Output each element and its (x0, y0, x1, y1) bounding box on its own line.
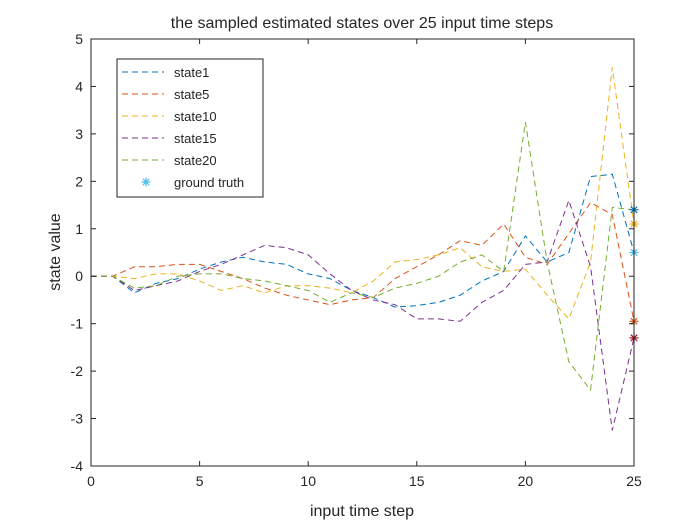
series-line-state10 (91, 67, 635, 320)
legend-swatch-ground-truth (141, 177, 151, 187)
legend-label: state20 (174, 153, 217, 168)
x-axis-title: input time step (310, 503, 414, 520)
legend: state1 state5 state10 state15 state20 ground … (116, 58, 264, 198)
x-tick-label: 5 (196, 473, 204, 489)
x-tick-label: 0 (87, 473, 95, 489)
legend-label: state15 (174, 131, 217, 146)
legend-label: ground truth (174, 175, 244, 190)
legend-label: state5 (174, 87, 209, 102)
y-tick-label: 2 (75, 173, 83, 189)
y-tick-label: -2 (71, 363, 84, 379)
chart-title: the sampled estimated states over 25 inp… (171, 15, 553, 32)
series-line-state20 (91, 121, 635, 392)
y-tick-label: -3 (71, 411, 84, 427)
series-line-state5 (91, 202, 635, 322)
y-tick-label: 1 (75, 221, 83, 237)
y-tick-label: 3 (75, 126, 83, 142)
y-axis-title: state value (47, 213, 64, 290)
series-line-state1 (91, 173, 635, 308)
y-tick-label: 0 (75, 268, 83, 284)
series-layer (91, 67, 635, 431)
x-tick-label: 25 (626, 473, 642, 489)
x-tick-label: 20 (518, 473, 534, 489)
x-tick-label: 15 (409, 473, 425, 489)
x-tick-label: 10 (300, 473, 316, 489)
legend-box (116, 58, 264, 198)
legend-label: state10 (174, 109, 217, 124)
y-tick-label: 5 (75, 31, 83, 47)
y-tick-label: -4 (71, 458, 84, 474)
axes: 0 5 10 15 20 25 -4 -3 -2 -1 0 1 2 3 4 5 (71, 31, 642, 489)
legend-label: state1 (174, 65, 209, 80)
asterisk-stroke (142, 178, 150, 186)
axes-box (90, 38, 635, 467)
y-tick-label: 4 (75, 78, 83, 94)
y-tick-label: -1 (71, 316, 84, 332)
